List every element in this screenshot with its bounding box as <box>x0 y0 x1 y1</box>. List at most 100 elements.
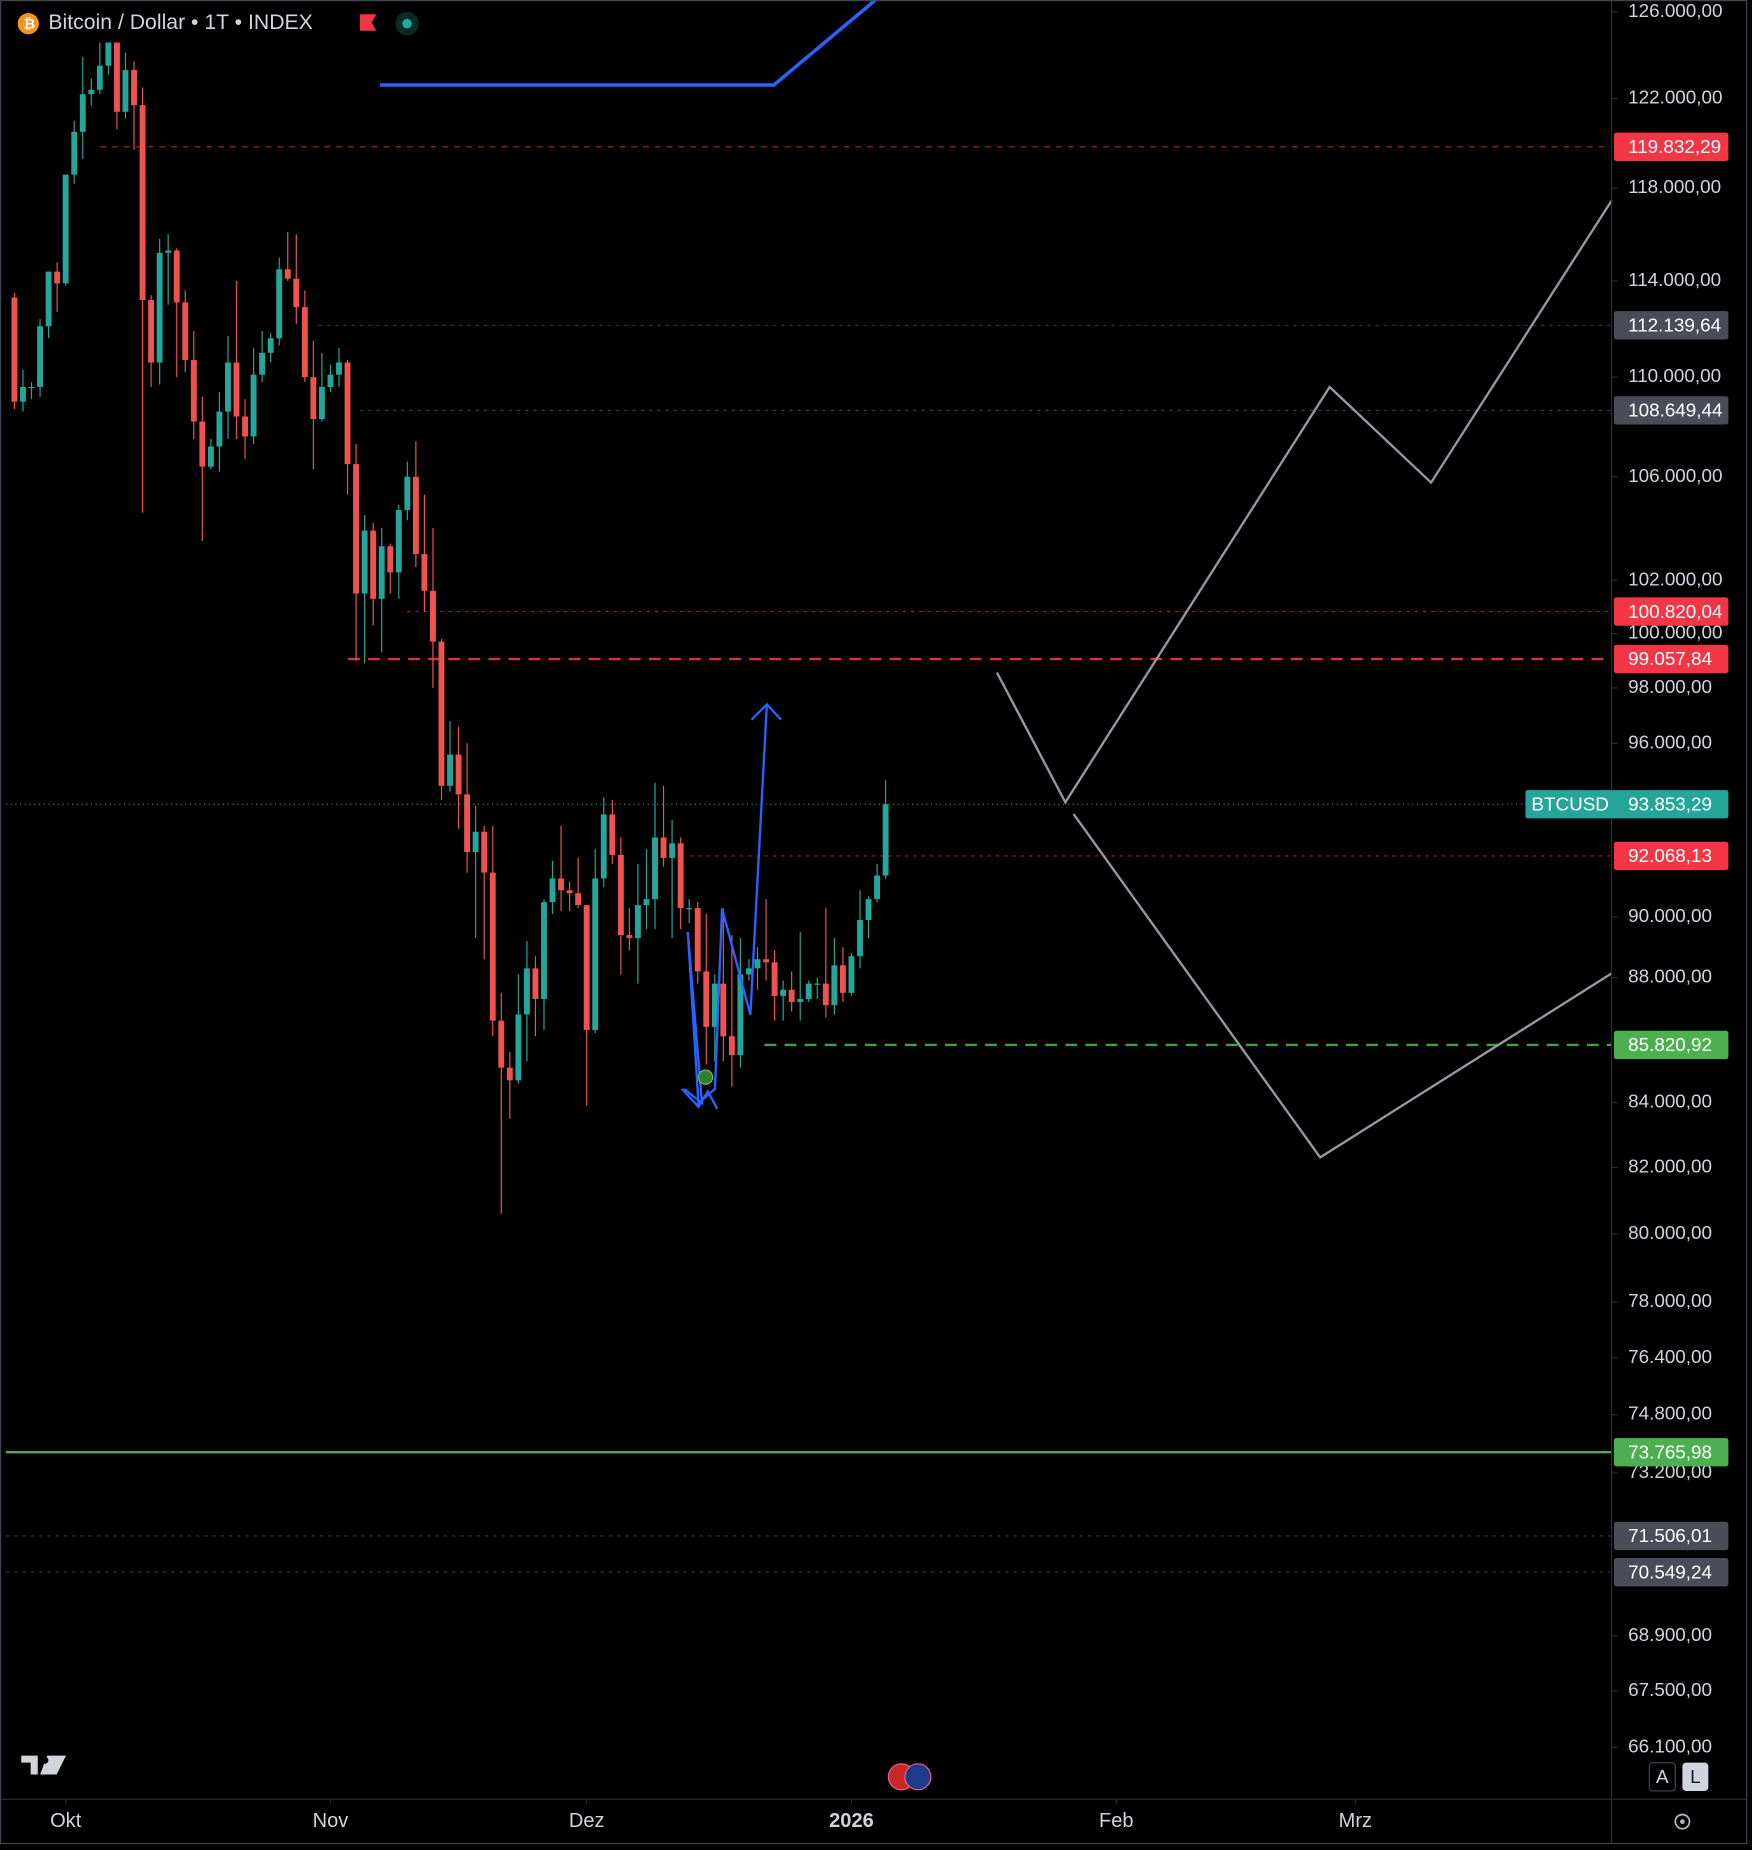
y-tick-label: 66.100,00 <box>1628 1735 1712 1756</box>
settings-icon[interactable] <box>1674 1813 1691 1830</box>
marker <box>697 1069 714 1085</box>
candle-body <box>489 872 496 1021</box>
candle-body <box>737 974 744 1056</box>
candle-body <box>207 446 214 467</box>
candle-body <box>669 843 676 858</box>
y-tick-label: 80.000,00 <box>1628 1222 1712 1243</box>
candle-body <box>848 956 855 993</box>
candle-body <box>11 297 18 402</box>
candle-body <box>746 968 752 975</box>
candle-body <box>805 983 812 999</box>
arrow-head <box>750 702 782 721</box>
header-bg <box>7 4 421 43</box>
candle-body <box>763 959 769 963</box>
y-tick-label: 74.800,00 <box>1628 1403 1712 1424</box>
flag-icon <box>359 14 377 31</box>
price-level-tag <box>1613 644 1729 674</box>
auto-button[interactable] <box>1648 1762 1676 1792</box>
candle-body <box>865 899 872 921</box>
price-level-label: 100.820,04 <box>1628 601 1722 622</box>
y-tick-label: 110.000,00 <box>1628 365 1721 386</box>
log-button[interactable] <box>1682 1762 1709 1791</box>
y-tick-label: 118.000,00 <box>1628 176 1721 197</box>
candle-body <box>857 920 863 957</box>
x-tick-label: 2026 <box>829 1810 874 1832</box>
price-level-label: 108.649,44 <box>1628 400 1722 421</box>
candle-body <box>686 908 693 910</box>
candle-body <box>626 935 633 939</box>
symbol-title: Bitcoin / Dollar • 1T • INDEX <box>48 11 312 34</box>
candle-body <box>652 837 658 900</box>
x-tick-label: Okt <box>50 1810 82 1832</box>
auto-button-label[interactable]: A <box>1656 1766 1669 1787</box>
candle-body <box>788 989 795 1003</box>
candle-body <box>703 971 710 1027</box>
candle-body <box>242 416 248 437</box>
candle-body <box>481 831 488 873</box>
candle-body <box>839 965 846 993</box>
candle-body <box>771 962 778 996</box>
candle-body <box>250 374 257 437</box>
candle-body <box>438 641 445 786</box>
price-level-tag <box>1613 1438 1729 1467</box>
price-level-label: 70.549,24 <box>1628 1561 1712 1582</box>
candle-body <box>105 39 112 66</box>
candle-body <box>20 386 26 402</box>
price-level-label: 85.820,92 <box>1628 1034 1712 1055</box>
candle-body <box>464 794 471 853</box>
y-tick-label: 122.000,00 <box>1628 87 1722 108</box>
coin-icon <box>17 13 39 35</box>
candle-body <box>780 989 787 996</box>
price-level-label: 99.057,84 <box>1628 648 1712 669</box>
candle-body <box>831 965 838 1006</box>
price-axis: 126.000,00 122.000,00 118.000,00 114.000,00… <box>50 0 1729 1832</box>
candle-body <box>353 464 360 594</box>
logo <box>21 1755 67 1775</box>
y-tick-label: 67.500,00 <box>1628 1679 1712 1700</box>
price-level-tag <box>1613 597 1729 626</box>
candle-body <box>45 271 52 327</box>
candle-body <box>336 362 342 375</box>
candle-body <box>378 546 385 599</box>
candle-body <box>643 899 650 906</box>
candle-body <box>113 39 120 112</box>
price-level-tag <box>1613 396 1729 425</box>
x-tick-label: Feb <box>1099 1810 1134 1832</box>
candle-body <box>190 360 197 422</box>
candle-body <box>711 983 718 1027</box>
candle-body <box>301 307 308 378</box>
candle-body <box>506 1067 513 1081</box>
candle-body <box>617 854 624 936</box>
price-level-label: 92.068,13 <box>1628 845 1712 866</box>
candle-body <box>28 386 35 389</box>
candle-body <box>429 590 436 642</box>
candle-body <box>797 998 804 1003</box>
candle-body <box>822 983 829 1006</box>
y-tick-label: 78.000,00 <box>1628 1290 1712 1311</box>
candle-body <box>421 554 428 591</box>
candle-body <box>592 878 599 1030</box>
candle-body <box>395 509 402 573</box>
candle-body <box>609 814 616 855</box>
last-price-tag <box>1525 790 1729 819</box>
candle-body <box>660 837 667 858</box>
y-tick-label: 76.400,00 <box>1628 1346 1712 1367</box>
y-tick-label: 84.000,00 <box>1628 1091 1712 1112</box>
candle-body <box>532 968 539 999</box>
x-tick-label: Mrz <box>1339 1810 1372 1832</box>
candle-body <box>79 94 86 132</box>
candle-body <box>634 905 641 939</box>
price-level-label: 71.506,01 <box>1628 1525 1712 1546</box>
last-price-label: 93.853,29 <box>1628 793 1712 814</box>
candle-body <box>122 70 129 112</box>
candle-body <box>327 374 334 387</box>
scale-buttons: A L <box>1648 1762 1709 1792</box>
log-button-label[interactable]: L <box>1690 1766 1701 1787</box>
candle-body <box>447 754 453 786</box>
price-level-tag <box>1613 1558 1729 1587</box>
candle-body <box>182 302 189 361</box>
last-price-name: BTCUSD <box>1531 793 1609 814</box>
candle-body <box>310 377 317 420</box>
candle-body <box>225 362 231 412</box>
